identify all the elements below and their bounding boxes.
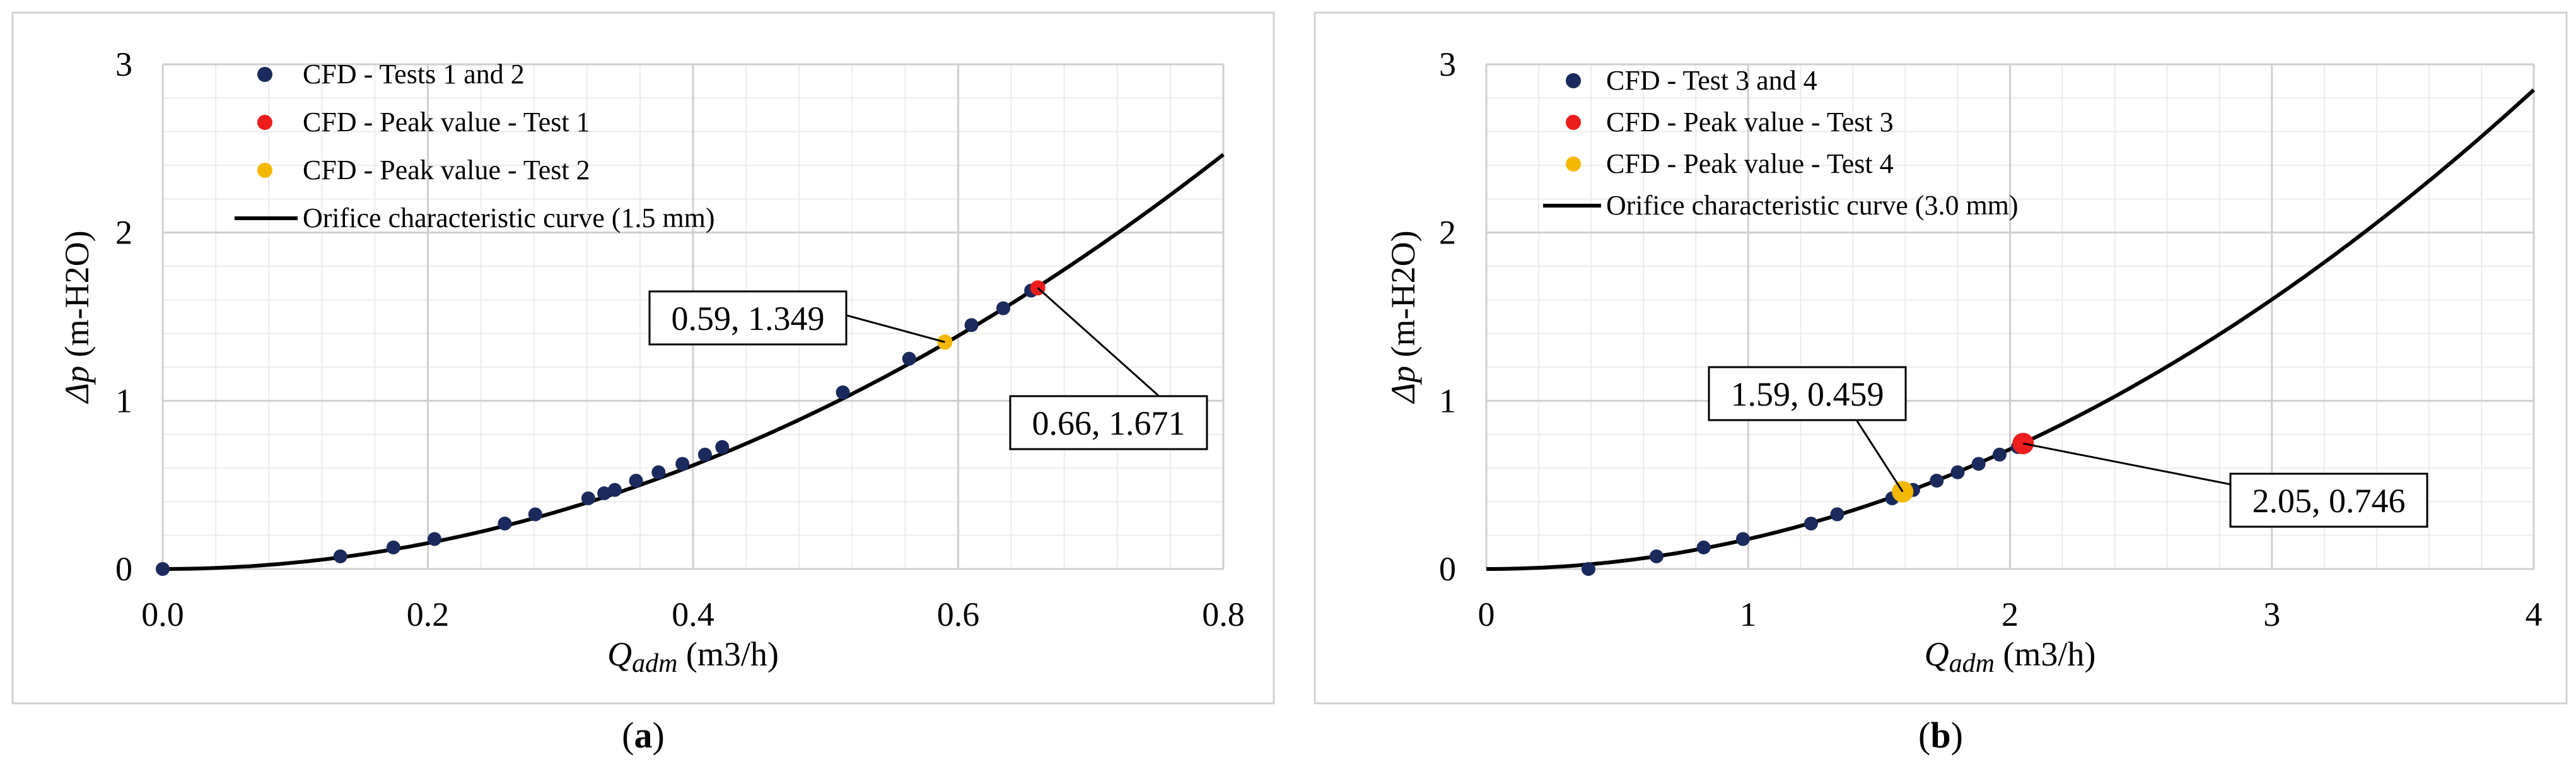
callout-box [1009,395,1208,450]
data-point [1735,532,1750,546]
y-tick-label: 2 [115,214,132,252]
data-point [1649,549,1664,563]
x-tick-label: 0.2 [407,595,450,633]
callout-leader [846,314,945,343]
data-point [996,301,1010,315]
x-tick-label: 2 [2002,595,2019,633]
data-point [964,318,979,332]
legend-marker [257,115,272,130]
x-tick-label: 0.8 [1202,595,1245,633]
data-point [629,474,643,488]
data-point [1971,457,1986,471]
legend-marker [1566,73,1581,88]
y-axis-title: Δp (m-H2O) [58,230,96,404]
x-tick-label: 0.6 [937,595,980,633]
x-tick-label: 4 [2526,595,2543,633]
chart-panel-a: 0.0 0.2 0.4 0.6 0.8 0 1 2 3 Qadm (m3/h) Δp (m-H2O)… [11,11,1275,756]
data-point [1830,507,1845,522]
y-tick-label: 3 [1439,45,1456,83]
y-tick-label: 1 [115,382,132,419]
data-point [386,540,400,554]
data-point [715,440,730,454]
callout-label: 0.66, 1.671 [1032,404,1186,442]
y-tick-label: 2 [1439,214,1456,252]
panel-caption: (a) [622,715,665,756]
data-point [1992,447,2007,462]
x-axis-title: Qadm (m3/h) [607,635,779,678]
legend-label: CFD - Peak value - Test 3 [1606,107,1894,138]
data-point [1804,517,1818,531]
legend-marker [1566,156,1581,172]
legend-label: CFD - Peak value - Test 1 [303,107,590,138]
data-point [836,385,850,399]
legend-marker [1566,115,1581,130]
legend-label: CFD - Peak value - Test 4 [1606,148,1894,179]
x-tick-label: 0 [1478,595,1495,633]
legend-label: Orifice characteristic curve (3.0 mm) [1606,190,2019,221]
callout-box [648,290,848,346]
data-point [651,465,666,479]
callout-leader [1855,419,1904,493]
callout-box [1708,366,1907,421]
data-point [697,447,712,462]
data-point [902,351,916,366]
data-point [581,491,595,505]
callout-box [2229,472,2428,528]
callout-label: 1.59, 0.459 [1731,375,1884,413]
legend-label: CFD - Tests 1 and 2 [303,59,525,90]
data-point [528,507,542,522]
data-point [1581,562,1595,576]
x-tick-label: 0.0 [141,595,184,633]
callout-label: 0.59, 1.349 [672,300,825,337]
chart-panel-b: 0 1 2 3 4 0 1 2 3 Qadm (m3/h) Δp (m-H2O) 1.59, 0.45… [1314,11,2568,756]
data-point [675,457,690,471]
x-tick-label: 0.4 [672,595,714,633]
chart-frame [11,11,1275,705]
data-point [156,562,170,576]
y-tick-label: 3 [115,45,132,83]
chart-frame [1314,11,2568,705]
data-point [333,549,347,563]
data-point [498,517,512,531]
panel-caption: (b) [1918,715,1963,756]
data-point [1696,540,1711,554]
callout-leader [1037,287,1160,397]
y-tick-label: 1 [1439,382,1456,419]
data-point [1950,465,1965,479]
legend-label: CFD - Test 3 and 4 [1606,65,1817,96]
data-point [597,486,612,500]
x-tick-label: 1 [1740,595,1757,633]
y-axis-title: Δp (m-H2O) [1384,230,1422,404]
data-point [1930,474,1944,488]
callout-leader [2022,442,2231,486]
x-tick-label: 3 [2263,595,2280,633]
x-axis-title: Qadm (m3/h) [1925,635,2096,678]
legend-label: Orifice characteristic curve (1.5 mm) [303,202,715,233]
data-point [607,483,622,497]
legend-marker [257,163,272,178]
y-tick-label: 0 [115,550,132,588]
legend-marker [257,67,272,82]
y-tick-label: 0 [1439,550,1456,588]
legend-label: CFD - Peak value - Test 2 [303,155,590,185]
data-point [428,532,442,546]
callout-label: 2.05, 0.746 [2253,482,2406,520]
